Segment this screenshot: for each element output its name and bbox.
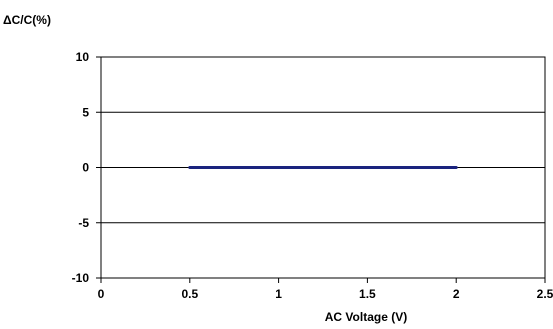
y-axis-label: ΔC/C(%) bbox=[3, 13, 51, 27]
x-tick-label: 0 bbox=[98, 287, 105, 301]
y-tick-label: -5 bbox=[78, 216, 89, 230]
x-tick-label: 2.5 bbox=[537, 287, 553, 301]
y-tick-label: -10 bbox=[72, 271, 90, 285]
x-axis-label: AC Voltage (V) bbox=[325, 310, 407, 324]
y-tick-label: 5 bbox=[82, 105, 89, 119]
x-tick-label: 0.5 bbox=[181, 287, 198, 301]
y-tick-label: 10 bbox=[76, 50, 90, 64]
x-tick-label: 1 bbox=[275, 287, 282, 301]
y-tick-label: 0 bbox=[82, 161, 89, 175]
x-tick-label: 2 bbox=[453, 287, 460, 301]
x-tick-label: 1.5 bbox=[359, 287, 376, 301]
axis-ticks: -10 -5 0 5 10 0 0.5 1 1.5 2 2.5 bbox=[72, 50, 553, 301]
